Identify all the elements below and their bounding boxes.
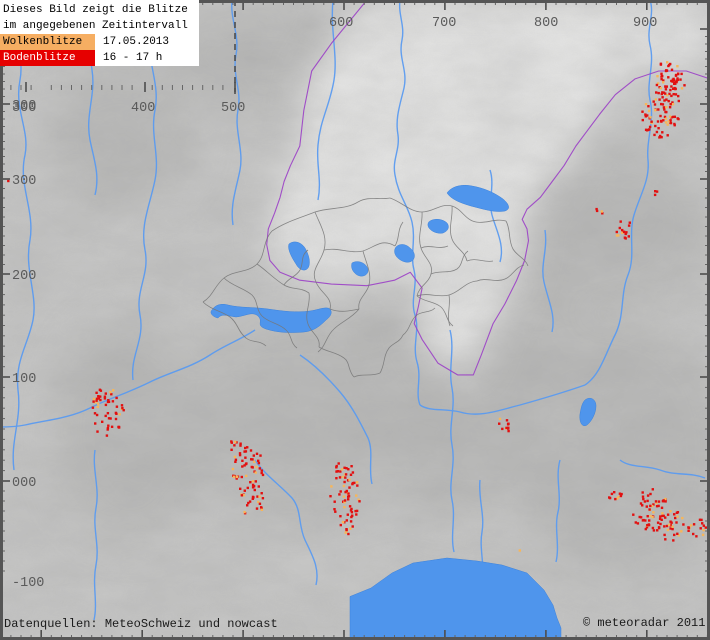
svg-text:-100: -100 [12,576,44,591]
svg-text:800: 800 [534,16,558,31]
svg-text:000: 000 [12,476,36,491]
svg-text:200: 200 [12,269,36,284]
svg-text:700: 700 [432,16,456,31]
svg-text:400: 400 [131,101,155,116]
svg-text:600: 600 [329,16,353,31]
svg-text:300: 300 [12,174,36,189]
svg-text:300: 300 [12,99,36,114]
svg-text:100: 100 [12,372,36,387]
svg-text:500: 500 [221,101,245,116]
svg-text:900: 900 [633,16,657,31]
